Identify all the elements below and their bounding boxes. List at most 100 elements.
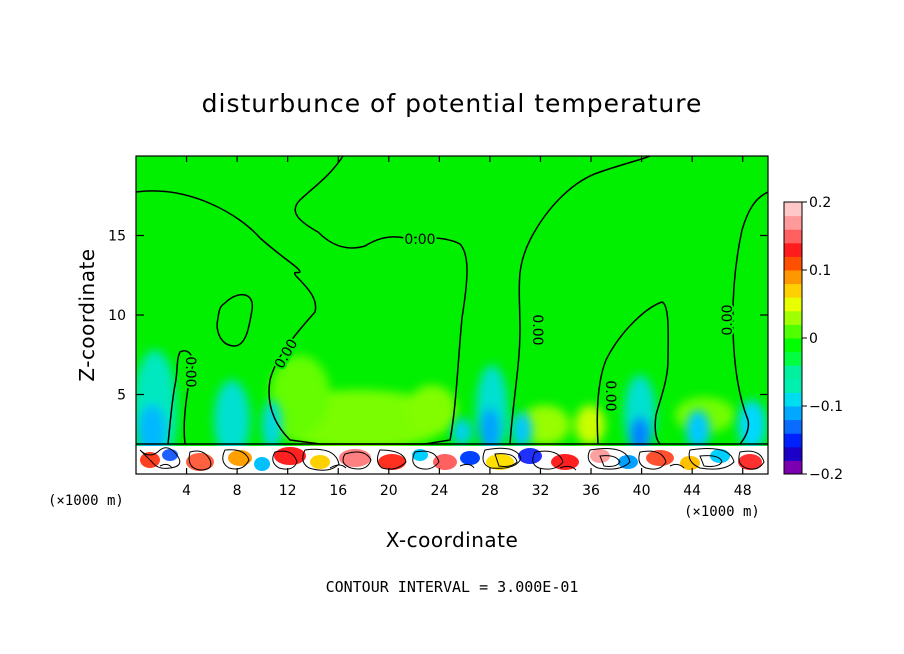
cool-plume bbox=[138, 405, 166, 455]
colorbar-swatch bbox=[784, 338, 802, 353]
colorbar-tick-label: −0.2 bbox=[809, 467, 843, 483]
contour-line bbox=[342, 451, 372, 470]
cool-blob bbox=[618, 455, 638, 469]
x-tick-label: 40 bbox=[633, 483, 651, 499]
x-tick-label: 8 bbox=[233, 483, 242, 499]
colorbar-swatch bbox=[784, 310, 802, 325]
x-tick-label: 20 bbox=[380, 483, 398, 499]
cool-blob bbox=[460, 451, 480, 465]
cool-plume bbox=[686, 410, 710, 450]
contour-line bbox=[688, 448, 735, 470]
contour-line bbox=[272, 450, 298, 470]
warm-patch bbox=[520, 405, 570, 445]
zero-contours bbox=[136, 156, 768, 445]
cool-anomaly-plumes bbox=[136, 350, 766, 470]
colorbar-swatch bbox=[784, 378, 802, 393]
contour-line bbox=[494, 453, 518, 467]
contour-line bbox=[699, 455, 723, 467]
colorbar-swatch bbox=[784, 365, 802, 380]
x-tick-label: 36 bbox=[582, 483, 600, 499]
x-tick-label: 32 bbox=[532, 483, 550, 499]
contour-line bbox=[188, 450, 212, 471]
colorbar-swatch bbox=[784, 392, 802, 407]
cool-plume bbox=[480, 408, 500, 452]
contour-line bbox=[222, 449, 250, 470]
contour-line bbox=[139, 447, 181, 469]
x-axis-label: X-coordinate bbox=[386, 528, 519, 552]
cool-plume bbox=[512, 412, 532, 448]
warm-patch bbox=[270, 355, 330, 435]
colorbar-swatch bbox=[784, 297, 802, 312]
warm-blob bbox=[378, 454, 406, 470]
colorbar-swatch bbox=[784, 324, 802, 339]
x-axis-unit-left: (×1000 m) bbox=[48, 493, 124, 509]
cool-blob bbox=[162, 449, 178, 461]
cool-plume bbox=[452, 418, 472, 446]
warm-blob bbox=[738, 454, 762, 470]
x-tick-label: 28 bbox=[481, 483, 499, 499]
warm-blob bbox=[274, 447, 306, 465]
zero-contour-mid-loop bbox=[596, 301, 669, 445]
z-tick-label: 5 bbox=[117, 388, 126, 404]
warm-blob bbox=[186, 453, 214, 471]
x-tick-label: 4 bbox=[182, 483, 191, 499]
cool-plume bbox=[214, 380, 250, 460]
zero-contour-blob bbox=[216, 294, 253, 347]
contour-label: 0.00 bbox=[720, 304, 736, 335]
contour-line bbox=[738, 450, 765, 470]
colorbar-swatch bbox=[784, 433, 802, 448]
colorbar-tick-label: 0.2 bbox=[809, 195, 831, 211]
warm-blob bbox=[433, 454, 457, 470]
cool-blob bbox=[710, 449, 730, 463]
contour-line bbox=[587, 448, 631, 470]
z-axis-label: Z-coordinate bbox=[75, 248, 99, 381]
colorbar-swatch bbox=[784, 460, 802, 475]
colorbar-swatch bbox=[784, 419, 802, 434]
zero-contour-left-plume bbox=[167, 350, 194, 445]
contour-line bbox=[376, 449, 407, 470]
cool-blob bbox=[254, 457, 270, 471]
warm-blob bbox=[310, 455, 330, 469]
x-tick-label: 24 bbox=[430, 483, 448, 499]
colorbar-tick-label: −0.1 bbox=[809, 399, 843, 415]
colorbar-swatch bbox=[784, 229, 802, 244]
zero-contour-upper bbox=[136, 156, 468, 445]
surface-layer-contours bbox=[139, 447, 765, 471]
warm-patch bbox=[575, 405, 605, 445]
zero-contour-right-arch bbox=[509, 156, 651, 445]
colorbar bbox=[783, 201, 803, 475]
contour-label: 0.00 bbox=[529, 314, 545, 345]
x-axis-ticks: 4 8 12 16 20 24 28 32 36 40 44 48 bbox=[182, 156, 752, 499]
x-tick-label: 44 bbox=[683, 483, 701, 499]
contour-label: 0.00 bbox=[404, 232, 435, 248]
colorbar-swatch bbox=[784, 242, 802, 257]
cool-plume bbox=[738, 400, 766, 450]
colorbar-swatch bbox=[784, 270, 802, 285]
warm-blob bbox=[680, 456, 700, 470]
contour-line bbox=[638, 450, 667, 470]
colorbar-swatch bbox=[784, 202, 802, 217]
warm-blob bbox=[228, 450, 252, 466]
colorbar-swatch bbox=[784, 256, 802, 271]
x-tick-label: 12 bbox=[279, 483, 297, 499]
plot-area bbox=[136, 156, 768, 474]
zero-contour-right-edge bbox=[732, 191, 768, 445]
x-axis-unit-right: (×1000 m) bbox=[684, 504, 760, 520]
contour-interval-note: CONTOUR INTERVAL = 3.000E-01 bbox=[326, 578, 579, 596]
chart-title: disturbunce of potential temperature bbox=[202, 89, 703, 118]
contour-line bbox=[302, 448, 340, 471]
colorbar-swatch bbox=[784, 446, 802, 461]
contour-label: 0.00 bbox=[602, 380, 618, 411]
contour-line bbox=[482, 447, 522, 469]
cool-plume bbox=[262, 400, 282, 450]
warm-anomaly-regions bbox=[270, 355, 735, 450]
colorbar-tick-label: 0 bbox=[809, 331, 818, 347]
contour-label: 0.00 bbox=[182, 356, 198, 387]
z-axis-ticks: 5 10 15 bbox=[108, 229, 768, 404]
colorbar-swatch bbox=[784, 215, 802, 230]
cool-blob bbox=[518, 448, 542, 464]
x-tick-label: 16 bbox=[329, 483, 347, 499]
z-tick-label: 10 bbox=[108, 308, 126, 324]
contour-line bbox=[599, 455, 621, 467]
